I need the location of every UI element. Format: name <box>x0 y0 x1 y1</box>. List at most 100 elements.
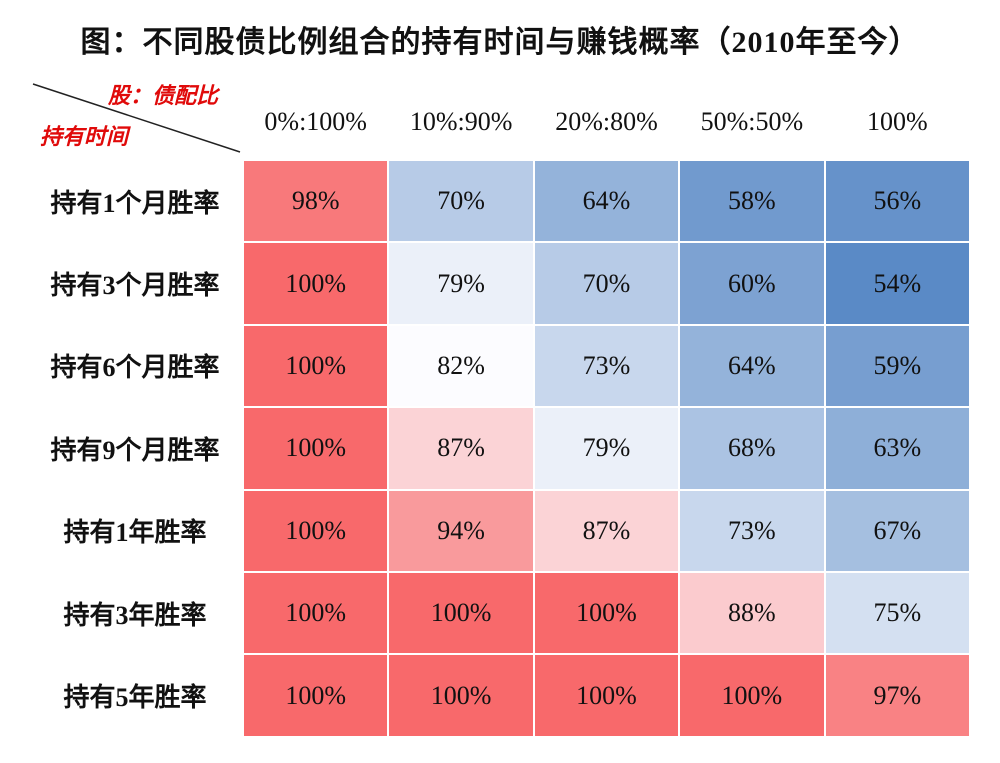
cell-unit: % <box>324 680 347 710</box>
cell-value: 67 <box>873 515 900 545</box>
cell-unit: % <box>754 350 776 380</box>
column-header: 0%:100% <box>264 107 367 136</box>
heatmap-cell: 82% <box>388 324 534 408</box>
cell-value: 79 <box>582 433 609 463</box>
row-axis-label: 持有时间 <box>40 124 129 149</box>
heatmap-cell: 100% <box>243 654 389 737</box>
heatmap-cell: 60% <box>679 242 825 325</box>
cell-value: 70 <box>582 268 609 298</box>
cell-value: 75 <box>873 598 900 628</box>
heatmap-cell: 87% <box>533 489 680 572</box>
column-header: 10%:90% <box>409 107 513 136</box>
cell-unit: % <box>899 350 922 380</box>
cell-value: 100 <box>430 680 470 710</box>
cell-value: 70 <box>437 186 464 216</box>
heatmap-cell: 100% <box>679 654 825 737</box>
cell-unit: % <box>899 598 922 628</box>
heatmap-cell: 79% <box>388 242 534 325</box>
row-label: 持有5年胜率 <box>63 683 207 713</box>
cell-unit: % <box>615 598 637 628</box>
cell-value: 100 <box>285 598 325 628</box>
row-label: 持有1个月胜率 <box>50 188 220 218</box>
cell-unit: % <box>324 350 347 380</box>
heatmap-cell: 56% <box>824 160 970 243</box>
heatmap-cell: 100% <box>243 407 389 490</box>
cell-unit: % <box>317 186 340 216</box>
cell-unit: % <box>608 186 631 216</box>
cell-value: 100 <box>576 598 616 628</box>
cell-unit: % <box>608 515 631 545</box>
cell-value: 56 <box>873 186 900 216</box>
cell-unit: % <box>463 268 485 298</box>
heatmap-cell: 67% <box>824 489 970 572</box>
heatmap-cell: 70% <box>388 160 534 243</box>
heatmap-cell: 73% <box>533 324 680 408</box>
heatmap-cell: 100% <box>243 242 389 325</box>
cell-unit: % <box>469 598 492 628</box>
heatmap-cell: 100% <box>243 489 389 572</box>
heatmap-cell: 100% <box>533 654 680 737</box>
corner-diagonal-line <box>32 83 241 153</box>
cell-unit: % <box>324 598 347 628</box>
heatmap-cell: 73% <box>679 489 825 572</box>
cell-value: 64 <box>582 186 609 216</box>
heatmap-cell: 70% <box>533 242 680 325</box>
cell-value: 100 <box>285 268 325 298</box>
cell-value: 100 <box>285 680 325 710</box>
chart-title: 图：不同股债比例组合的持有时间与赚钱概率（2010年至今） <box>80 26 920 59</box>
cell-unit: % <box>754 433 776 463</box>
row-label: 持有9个月胜率 <box>50 435 220 465</box>
heatmap-cell: 100% <box>243 572 389 655</box>
row-label: 持有3个月胜率 <box>50 271 220 301</box>
cell-unit: % <box>615 680 637 710</box>
heatmap-cell: 75% <box>824 572 970 655</box>
cell-unit: % <box>608 350 631 380</box>
cell-value: 60 <box>728 268 755 298</box>
cell-unit: % <box>608 268 631 298</box>
cell-value: 73 <box>728 515 755 545</box>
cell-unit: % <box>324 433 347 463</box>
cell-value: 100 <box>721 680 761 710</box>
cell-unit: % <box>463 350 485 380</box>
cell-value: 97 <box>873 680 900 710</box>
cell-value: 68 <box>728 433 755 463</box>
cell-value: 100 <box>430 598 470 628</box>
cell-value: 94 <box>437 515 464 545</box>
cell-value: 100 <box>576 680 616 710</box>
cell-value: 64 <box>728 350 755 380</box>
cell-unit: % <box>754 598 776 628</box>
cell-unit: % <box>899 433 922 463</box>
heatmap-cell: 98% <box>243 160 389 243</box>
cell-unit: % <box>469 680 492 710</box>
cell-unit: % <box>754 268 776 298</box>
heatmap-cell: 100% <box>388 654 534 737</box>
row-label: 持有1年胜率 <box>63 518 207 548</box>
cell-unit: % <box>899 268 922 298</box>
column-header: 100% <box>866 107 928 136</box>
cell-unit: % <box>899 186 922 216</box>
heatmap-cell: 54% <box>824 242 970 325</box>
row-label: 持有6个月胜率 <box>50 353 220 383</box>
heatmap-cell: 100% <box>243 324 389 408</box>
cell-unit: % <box>754 515 776 545</box>
cell-unit: % <box>463 515 485 545</box>
cell-unit: % <box>324 268 347 298</box>
cell-value: 100 <box>285 350 325 380</box>
cell-unit: % <box>463 186 485 216</box>
cell-unit: % <box>760 680 783 710</box>
cell-value: 58 <box>728 186 755 216</box>
cell-value: 59 <box>873 350 900 380</box>
heatmap-cell: 64% <box>533 160 680 243</box>
cell-unit: % <box>754 186 776 216</box>
column-header: 50%:50% <box>700 107 804 136</box>
cell-value: 100 <box>285 515 325 545</box>
heatmap-cell: 87% <box>388 407 534 490</box>
cell-value: 88 <box>728 598 755 628</box>
heatmap-cell: 88% <box>679 572 825 655</box>
heatmap-cell: 63% <box>824 407 970 490</box>
heatmap-cell: 79% <box>533 407 680 490</box>
cell-value: 87 <box>582 515 609 545</box>
heatmap-cell: 97% <box>824 654 970 737</box>
heatmap-cell: 94% <box>388 489 534 572</box>
heatmap-cell: 100% <box>388 572 534 655</box>
